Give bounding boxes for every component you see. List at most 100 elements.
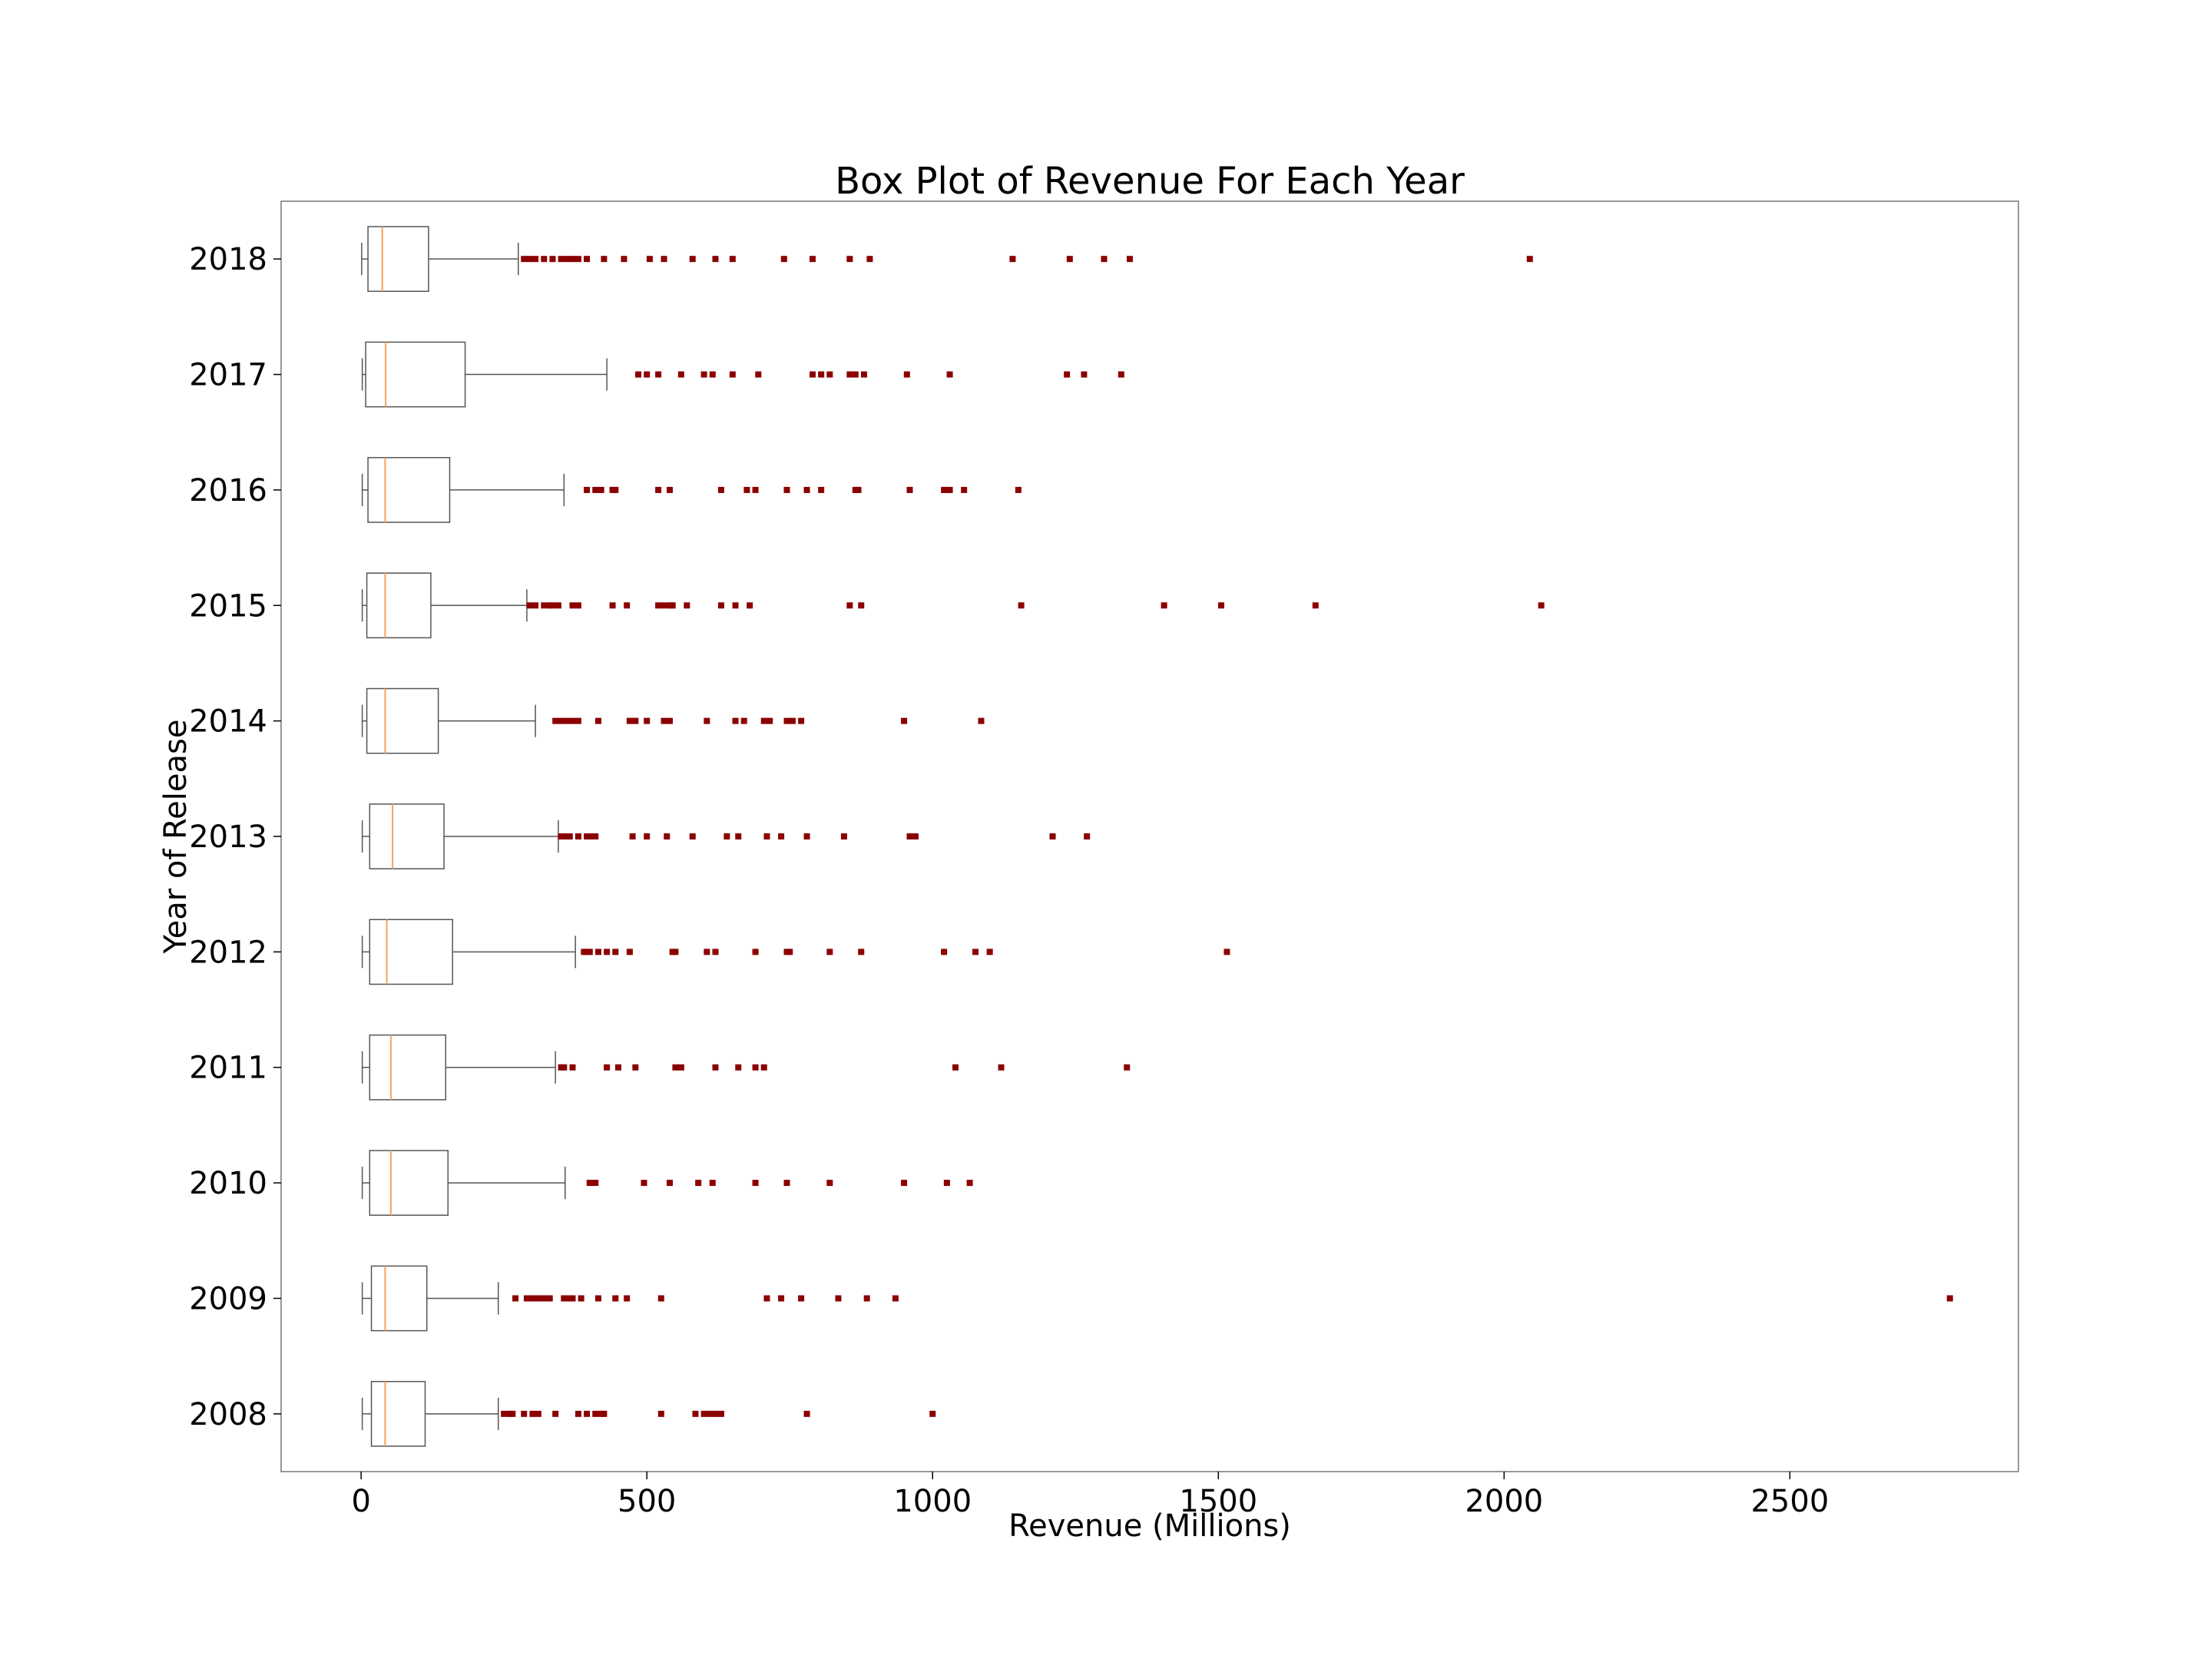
outlier-point bbox=[826, 371, 833, 378]
outlier-point bbox=[798, 1295, 805, 1302]
outlier-point bbox=[561, 1064, 568, 1071]
x-axis-label: Revenue (Millions) bbox=[1008, 1508, 1291, 1544]
outlier-point bbox=[1015, 486, 1022, 493]
outlier-point bbox=[541, 1295, 548, 1302]
outlier-point bbox=[732, 602, 739, 609]
outlier-point bbox=[561, 833, 568, 839]
outlier-point bbox=[661, 256, 667, 263]
x-tick-label: 1000 bbox=[893, 1484, 972, 1519]
outlier-point bbox=[501, 1410, 508, 1417]
outlier-point bbox=[998, 1064, 1005, 1071]
outlier-point bbox=[778, 833, 785, 839]
outlier-point bbox=[760, 717, 767, 724]
outlier-point bbox=[564, 717, 571, 724]
outlier-point bbox=[661, 602, 667, 609]
outlier-point bbox=[666, 717, 673, 724]
outlier-point bbox=[729, 256, 736, 263]
boxes-layer bbox=[361, 226, 1953, 1447]
outlier-point bbox=[541, 602, 548, 609]
outlier-point bbox=[555, 602, 561, 609]
outlier-point bbox=[818, 486, 825, 493]
outlier-point bbox=[529, 1295, 536, 1302]
outlier-point bbox=[575, 833, 581, 839]
box-group-2018 bbox=[361, 226, 1533, 293]
outlier-point bbox=[912, 833, 919, 839]
outlier-point bbox=[704, 717, 710, 724]
outlier-point bbox=[803, 1410, 810, 1417]
outlier-point bbox=[578, 1295, 584, 1302]
box-group-2016 bbox=[361, 457, 1022, 523]
outlier-point bbox=[689, 833, 696, 839]
outlier-point bbox=[783, 717, 790, 724]
outlier-point bbox=[929, 1410, 936, 1417]
box-group-2008 bbox=[361, 1380, 936, 1447]
y-tick-label: 2009 bbox=[189, 1281, 267, 1316]
outlier-point bbox=[666, 486, 673, 493]
outlier-point bbox=[863, 1295, 870, 1302]
outlier-point bbox=[789, 717, 796, 724]
outlier-point bbox=[684, 602, 690, 609]
y-tick-label: 2014 bbox=[189, 704, 267, 740]
outlier-point bbox=[609, 602, 616, 609]
outlier-point bbox=[1124, 1064, 1131, 1071]
box-iqr bbox=[366, 572, 432, 639]
outlier-point bbox=[780, 256, 787, 263]
outlier-point bbox=[604, 949, 611, 955]
outlier-point bbox=[729, 371, 736, 378]
outlier-point bbox=[584, 256, 591, 263]
outlier-point bbox=[692, 1410, 699, 1417]
box-iqr bbox=[367, 457, 451, 523]
outlier-point bbox=[644, 717, 651, 724]
outlier-point bbox=[747, 602, 753, 609]
outlier-point bbox=[978, 717, 985, 724]
outlier-point bbox=[535, 1410, 541, 1417]
outlier-point bbox=[666, 1180, 673, 1187]
outlier-point bbox=[1538, 602, 1545, 609]
chart-title: Box Plot of Revenue For Each Year bbox=[835, 160, 1465, 203]
outlier-point bbox=[546, 1295, 553, 1302]
outlier-point bbox=[655, 486, 662, 493]
outlier-point bbox=[858, 602, 865, 609]
outlier-point bbox=[906, 833, 913, 839]
outlier-point bbox=[700, 1410, 707, 1417]
outlier-point bbox=[786, 949, 793, 955]
outlier-point bbox=[952, 1064, 959, 1071]
outlier-point bbox=[661, 717, 667, 724]
outlier-point bbox=[558, 717, 565, 724]
outlier-point bbox=[866, 256, 873, 263]
outlier-point bbox=[986, 949, 993, 955]
outlier-point bbox=[575, 1410, 581, 1417]
outlier-point bbox=[526, 256, 533, 263]
outlier-point bbox=[586, 949, 593, 955]
outlier-point bbox=[621, 256, 628, 263]
outlier-point bbox=[1049, 833, 1056, 839]
outlier-point bbox=[855, 486, 862, 493]
box-group-2010 bbox=[361, 1150, 973, 1216]
y-tick-label: 2012 bbox=[189, 935, 267, 970]
outlier-point bbox=[858, 949, 865, 955]
outlier-point bbox=[840, 833, 847, 839]
outlier-point bbox=[646, 256, 653, 263]
box-iqr bbox=[367, 226, 429, 293]
outlier-point bbox=[712, 1064, 719, 1071]
x-tick-label: 1500 bbox=[1179, 1484, 1257, 1519]
x-tick-label: 500 bbox=[618, 1484, 676, 1519]
outlier-point bbox=[549, 602, 556, 609]
outlier-point bbox=[1101, 256, 1108, 263]
outlier-point bbox=[532, 256, 539, 263]
outlier-point bbox=[901, 717, 908, 724]
outlier-point bbox=[655, 371, 662, 378]
outlier-point bbox=[541, 256, 548, 263]
outlier-point bbox=[592, 1410, 599, 1417]
box-group-2013 bbox=[361, 803, 1091, 869]
outlier-point bbox=[1009, 256, 1016, 263]
outlier-point bbox=[846, 602, 853, 609]
outlier-point bbox=[826, 1180, 833, 1187]
outlier-point bbox=[601, 1410, 608, 1417]
outlier-point bbox=[558, 256, 565, 263]
outlier-point bbox=[657, 1410, 664, 1417]
outlier-point bbox=[612, 949, 619, 955]
outlier-point bbox=[1081, 371, 1088, 378]
outlier-point bbox=[672, 1064, 679, 1071]
